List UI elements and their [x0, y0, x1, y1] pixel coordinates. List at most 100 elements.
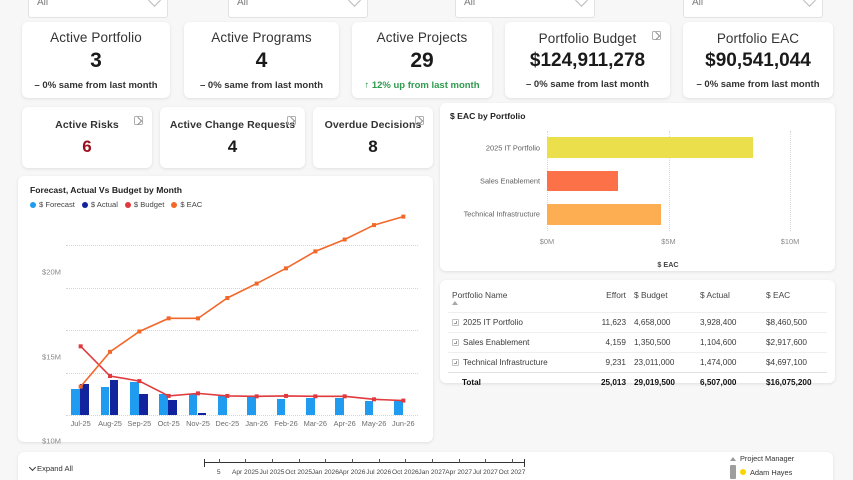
x-axis-tick: Mar-26	[303, 419, 328, 428]
legend-item-actual[interactable]: $ Actual	[81, 200, 118, 209]
gantt-resource-header[interactable]: Project Manager	[730, 454, 794, 463]
gantt-footer-card: Expand All 5 Apr 2025 Jul 2025 Oct 2025 Jan …	[18, 452, 833, 480]
row-label: Sales Enablement	[463, 338, 530, 347]
data-point[interactable]	[401, 214, 406, 219]
column-header-eac[interactable]: $ EAC	[766, 290, 791, 300]
line-budget	[80, 345, 404, 402]
bar-actual[interactable]	[168, 399, 177, 415]
data-point[interactable]	[108, 349, 112, 354]
x-axis-tick: Oct-25	[157, 419, 180, 428]
filter-dropdown-1[interactable]: All	[28, 0, 168, 18]
kpi-card-active-change-requests[interactable]: Active Change Requests 4	[160, 107, 305, 168]
column-header-budget[interactable]: $ Budget	[634, 290, 668, 300]
data-point[interactable]	[401, 398, 406, 403]
kpi-card-portfolio-eac[interactable]: Portfolio EAC $90,541,044 – 0% same from…	[683, 22, 833, 98]
kpi-card-active-projects[interactable]: Active Projects 29 ↑ 12% up from last mo…	[352, 22, 492, 98]
open-detail-icon[interactable]	[134, 116, 143, 125]
bar-actual[interactable]	[138, 394, 148, 415]
data-point[interactable]	[313, 394, 318, 399]
data-point[interactable]	[196, 391, 200, 396]
table-row[interactable]: Technical Infrastructure 9,231 23,011,00…	[448, 352, 827, 373]
data-point[interactable]	[372, 397, 376, 402]
data-point[interactable]	[225, 393, 230, 398]
open-detail-icon[interactable]	[287, 116, 296, 125]
gantt-timeline-axis[interactable]: 5 Apr 2025 Jul 2025 Oct 2025 Jan 2026 Apr 202…	[204, 459, 525, 476]
kpi-card-overdue-decisions[interactable]: Overdue Decisions 8	[313, 107, 433, 168]
kpi-card-portfolio-budget[interactable]: Portfolio Budget $124,911,278 – 0% same …	[505, 22, 670, 98]
cell-total-eac: $16,075,200	[762, 372, 827, 392]
bar-actual[interactable]	[197, 413, 207, 415]
cell-portfolio-name: Technical Infrastructure	[448, 352, 588, 373]
legend-item-budget[interactable]: $ Budget	[124, 200, 164, 209]
data-point[interactable]	[284, 393, 288, 398]
bar-forecast[interactable]	[218, 395, 227, 415]
x-axis-tick: Sep-25	[127, 419, 152, 428]
cell-total-budget: 29,019,500	[630, 372, 696, 392]
filter-dropdown-2[interactable]: All	[228, 0, 368, 18]
hbar-2025-it-portfolio[interactable]	[547, 137, 753, 158]
expand-row-icon[interactable]	[452, 339, 459, 347]
gridline	[790, 131, 791, 231]
data-point[interactable]	[372, 223, 376, 228]
cell-effort: 11,623	[588, 312, 630, 333]
axis-end-cap	[524, 459, 525, 467]
data-point[interactable]	[78, 344, 83, 349]
filter-dropdown-4[interactable]: All	[683, 0, 823, 18]
bar-forecast[interactable]	[159, 393, 169, 415]
bar-forecast[interactable]	[276, 399, 286, 415]
data-point[interactable]	[342, 394, 347, 399]
table-row[interactable]: Sales Enablement 4,159 1,350,500 1,104,6…	[448, 332, 827, 353]
kpi-card-active-programs[interactable]: Active Programs 4 – 0% same from last mo…	[184, 22, 339, 98]
data-point[interactable]	[108, 374, 112, 378]
chevron-down-icon	[348, 0, 361, 7]
bar-forecast[interactable]	[306, 398, 315, 415]
data-point[interactable]	[196, 316, 200, 321]
bar-forecast[interactable]	[188, 394, 198, 415]
gridline: $15M	[42, 287, 418, 361]
axis-tick-mark	[378, 459, 380, 463]
axis-tick-mark	[298, 459, 300, 463]
open-detail-icon[interactable]	[415, 116, 424, 125]
bar-forecast[interactable]	[364, 401, 374, 415]
kpi-value: 4	[255, 48, 268, 72]
column-header-portfolio-name[interactable]: Portfolio Name	[448, 287, 588, 313]
bar-actual[interactable]	[109, 379, 119, 415]
expand-row-icon[interactable]	[452, 319, 459, 327]
bar-forecast[interactable]	[247, 396, 257, 415]
kpi-card-active-portfolio[interactable]: Active Portfolio 3 – 0% same from last m…	[22, 22, 170, 98]
data-point[interactable]	[225, 296, 230, 300]
bar-forecast[interactable]	[394, 401, 403, 415]
legend-item-eac[interactable]: $ EAC	[171, 200, 202, 209]
data-point[interactable]	[166, 393, 171, 398]
legend-item-forecast[interactable]: $ Forecast	[30, 200, 75, 209]
data-point[interactable]	[254, 394, 259, 399]
data-point[interactable]	[78, 384, 83, 389]
bar-forecast[interactable]	[130, 381, 139, 415]
column-header-actual[interactable]: $ Actual	[700, 290, 730, 300]
table-row[interactable]: 2025 IT Portfolio 11,623 4,658,000 3,928…	[448, 312, 827, 333]
bar-actual[interactable]	[80, 384, 89, 415]
data-point[interactable]	[137, 329, 142, 334]
filter-dropdown-3[interactable]: All	[455, 0, 595, 18]
open-detail-icon[interactable]	[652, 31, 661, 40]
bar-forecast[interactable]	[100, 387, 110, 415]
kpi-card-active-risks[interactable]: Active Risks 6	[22, 107, 152, 168]
data-point[interactable]	[254, 281, 259, 286]
expand-all-button[interactable]: Expand All	[28, 463, 73, 473]
bar-forecast[interactable]	[71, 389, 81, 415]
bar-forecast[interactable]	[335, 398, 345, 415]
legend-label: $ EAC	[180, 200, 203, 209]
data-point[interactable]	[166, 316, 171, 321]
data-point[interactable]	[313, 249, 318, 254]
expand-row-icon[interactable]	[452, 359, 459, 367]
data-point[interactable]	[137, 379, 142, 384]
filter-dropdown-3-value: All	[464, 0, 476, 8]
hbar-sales-enablement[interactable]	[547, 170, 618, 192]
y-axis-tick: $20M	[42, 267, 61, 277]
hbar-technical-infrastructure[interactable]	[547, 204, 662, 225]
data-point[interactable]	[284, 266, 288, 271]
data-point[interactable]	[342, 237, 347, 242]
gantt-resource-row[interactable]: Adam Hayes	[730, 465, 792, 479]
kpi-value: $124,911,278	[529, 49, 646, 71]
column-header-effort[interactable]: Effort	[606, 290, 626, 300]
